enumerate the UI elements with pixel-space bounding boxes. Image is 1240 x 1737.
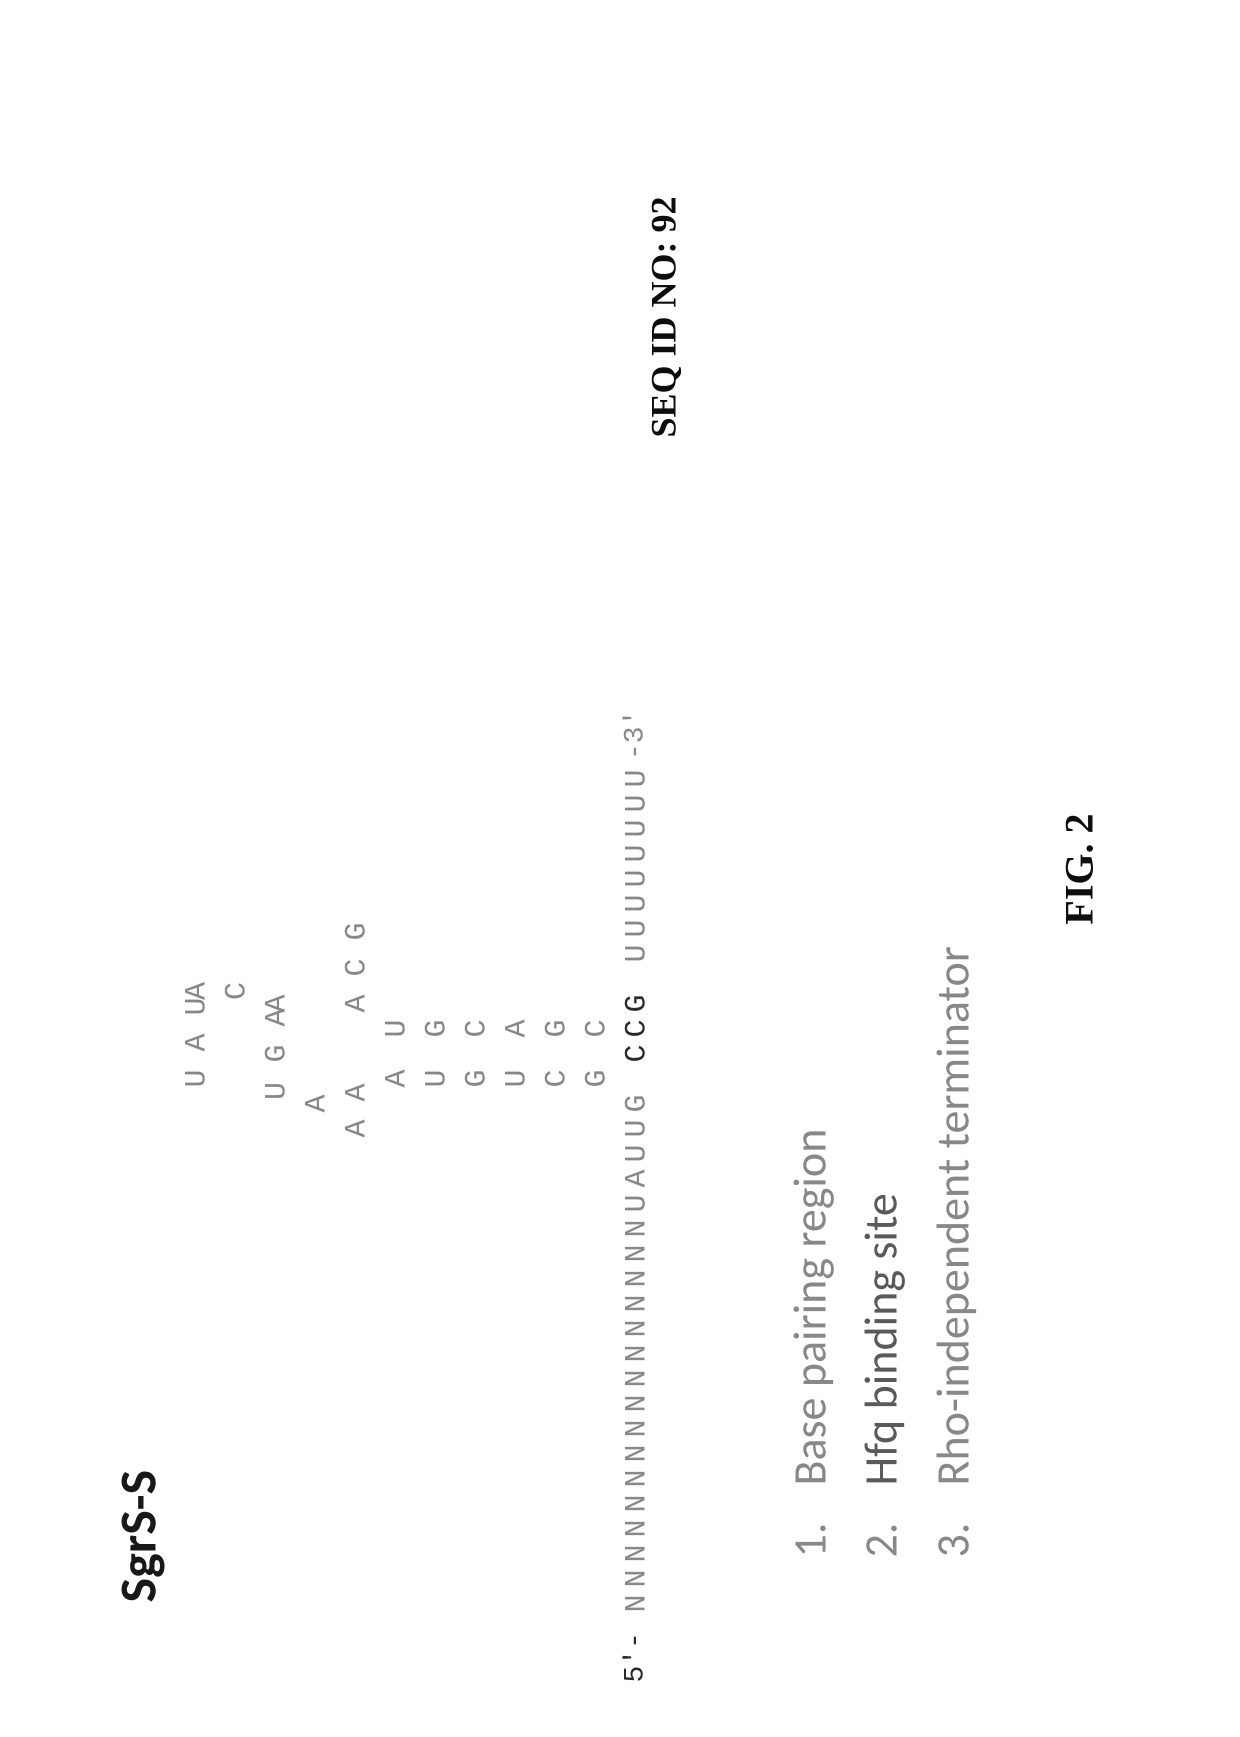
nucleotide: A [500,1019,534,1037]
nucleotide: N [620,1394,654,1412]
nucleotide: U [620,794,654,812]
legend-num: 3. [918,1485,989,1557]
nucleotide: N [620,1244,654,1262]
nucleotide: A [380,1069,414,1087]
nucleotide: N [620,1219,654,1237]
nucleotide: U [620,819,654,837]
nucleotide: U [620,844,654,862]
nucleotide: A [300,1094,334,1112]
nucleotide: N [620,1469,654,1487]
nucleotide: N [620,1594,654,1612]
nucleotide: 5'- [620,1632,651,1682]
nucleotide: G [420,1019,454,1037]
nucleotide: U [620,1144,654,1162]
sequence-diagram: 5'-NNNNNNNNNNNNNNNNUAUUG CCG UUUUUUUU-3'… [180,437,700,1637]
nucleotide [620,1069,654,1087]
nucleotide: G [620,1094,654,1112]
nucleotide: N [620,1419,654,1437]
nucleotide: C [540,1069,574,1087]
sequence-id-label: SEQ ID NO: 92 [642,196,684,437]
nucleotide: U [620,919,654,937]
nucleotide: G A [260,1008,294,1062]
figure-title: SgrS-S [105,1469,169,1602]
legend-item-3: 3. Rho-independent terminator [918,946,989,1557]
nucleotide: N [620,1269,654,1287]
nucleotide: G [460,1069,494,1087]
nucleotide [620,969,654,987]
legend-item-1: 1. Base pairing region [775,946,846,1557]
nucleotide: U [260,1081,294,1099]
legend-item-2: 2. Hfq binding site [846,946,917,1557]
nucleotide: A [260,994,294,1012]
nucleotide: N [620,1369,654,1387]
nucleotide: N [620,1319,654,1337]
nucleotide: A A [340,1083,374,1137]
nucleotide: C [460,1019,494,1037]
legend-label: Hfq binding site [846,1193,917,1485]
figure-caption: FIG. 2 [1055,0,1102,1737]
nucleotide: A [620,1169,654,1187]
nucleotide: N [620,1294,654,1312]
nucleotide: A C G [340,922,374,1012]
nucleotide: N [620,1444,654,1462]
nucleotide: U [500,1069,534,1087]
nucleotide: U A U [180,997,214,1087]
nucleotide: N [620,1494,654,1512]
nucleotide: N [620,1544,654,1562]
nucleotide: U [620,894,654,912]
nucleotide: N [620,1519,654,1537]
nucleotide: C [580,1019,614,1037]
legend-label: Base pairing region [775,1128,846,1485]
nucleotide: -3' [620,709,651,759]
nucleotide: U [620,944,654,962]
nucleotide: G [620,994,654,1012]
nucleotide: N [620,1344,654,1362]
legend-num: 2. [846,1485,917,1557]
nucleotide: U [620,769,654,787]
nucleotide: N [620,1569,654,1587]
legend: 1. Base pairing region 2. Hfq binding si… [775,946,989,1557]
rotated-page: SgrS-S 5'-NNNNNNNNNNNNNNNNUAUUG CCG UUUU… [0,0,1240,1737]
nucleotide: U [620,1119,654,1137]
nucleotide: C [620,1019,654,1037]
nucleotide: U [380,1019,414,1037]
legend-num: 1. [775,1485,846,1557]
nucleotide: U [620,1194,654,1212]
nucleotide: U [420,1069,454,1087]
nucleotide: C [620,1044,654,1062]
nucleotide: G [580,1069,614,1087]
nucleotide: G [540,1019,574,1037]
legend-label: Rho-independent terminator [918,946,989,1485]
nucleotide: C [220,981,254,999]
nucleotide: U [620,869,654,887]
